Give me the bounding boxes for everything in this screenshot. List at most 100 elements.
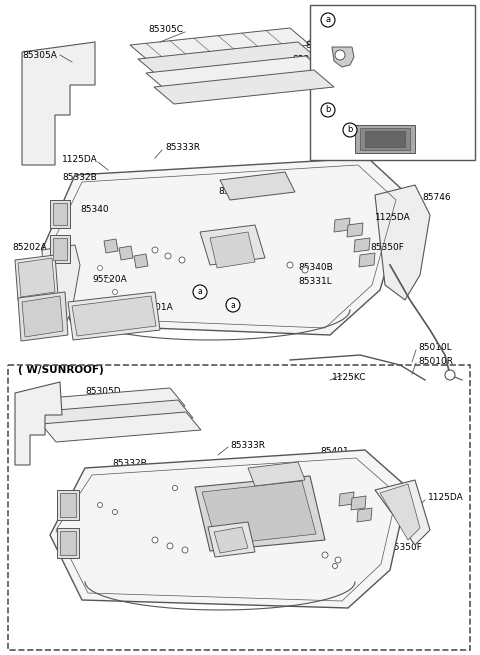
Circle shape xyxy=(343,123,357,137)
Text: 85340B: 85340B xyxy=(298,263,333,272)
Polygon shape xyxy=(375,480,430,545)
Circle shape xyxy=(333,563,337,569)
Polygon shape xyxy=(72,296,156,336)
Text: 85340C: 85340C xyxy=(162,474,197,483)
Circle shape xyxy=(302,267,308,273)
Circle shape xyxy=(226,298,240,312)
Text: 85340C: 85340C xyxy=(218,187,253,196)
Polygon shape xyxy=(220,172,295,200)
Text: 92800V: 92800V xyxy=(345,105,383,115)
Text: 95520A: 95520A xyxy=(92,276,127,284)
Text: 85401: 85401 xyxy=(320,447,348,457)
Polygon shape xyxy=(332,47,354,67)
Polygon shape xyxy=(365,131,405,147)
Text: 85305C: 85305C xyxy=(15,415,50,424)
Text: 1125DA: 1125DA xyxy=(375,214,411,223)
Text: 92807: 92807 xyxy=(18,307,47,316)
Text: 85333R: 85333R xyxy=(230,441,265,449)
Text: 85332B: 85332B xyxy=(62,174,97,183)
Polygon shape xyxy=(214,527,248,553)
Polygon shape xyxy=(354,238,370,252)
Text: a: a xyxy=(198,288,203,297)
Text: a: a xyxy=(325,16,331,24)
Polygon shape xyxy=(42,158,408,335)
Polygon shape xyxy=(310,5,475,160)
Polygon shape xyxy=(41,412,201,442)
Circle shape xyxy=(112,510,118,514)
Polygon shape xyxy=(248,462,305,486)
Text: 85332B: 85332B xyxy=(112,458,147,468)
Polygon shape xyxy=(359,253,375,267)
Polygon shape xyxy=(138,42,318,76)
Circle shape xyxy=(321,13,335,27)
Text: 85201A: 85201A xyxy=(138,303,173,312)
Text: 85305A: 85305A xyxy=(22,50,57,60)
Text: 1125DA: 1125DA xyxy=(62,155,98,164)
Text: 85305D: 85305D xyxy=(72,400,108,409)
Circle shape xyxy=(287,262,293,268)
Circle shape xyxy=(182,547,188,553)
Text: ─ 1229MA: ─ 1229MA xyxy=(354,82,403,92)
Text: 85305D: 85305D xyxy=(85,388,120,396)
Polygon shape xyxy=(50,200,70,228)
Circle shape xyxy=(172,485,178,491)
Polygon shape xyxy=(18,258,55,297)
Polygon shape xyxy=(208,522,255,557)
Polygon shape xyxy=(202,481,316,545)
Polygon shape xyxy=(195,476,325,551)
Polygon shape xyxy=(347,223,363,237)
Polygon shape xyxy=(380,484,420,540)
Polygon shape xyxy=(50,235,70,263)
Text: 85305B: 85305B xyxy=(245,75,280,84)
Polygon shape xyxy=(60,493,76,517)
Polygon shape xyxy=(50,450,408,608)
Text: 85746: 85746 xyxy=(422,193,451,202)
Polygon shape xyxy=(357,508,372,522)
Polygon shape xyxy=(15,382,62,465)
Circle shape xyxy=(167,543,173,549)
Polygon shape xyxy=(119,246,133,260)
Polygon shape xyxy=(22,42,95,165)
Text: 85010L: 85010L xyxy=(418,343,452,352)
Polygon shape xyxy=(57,528,79,558)
Circle shape xyxy=(106,278,110,282)
Polygon shape xyxy=(210,232,255,268)
Polygon shape xyxy=(355,125,415,153)
Circle shape xyxy=(193,285,207,299)
Polygon shape xyxy=(33,400,193,430)
Polygon shape xyxy=(42,245,80,325)
Text: 92830K: 92830K xyxy=(38,261,72,269)
Text: ( W/SUNROOF): ( W/SUNROOF) xyxy=(18,365,104,375)
Circle shape xyxy=(445,370,455,380)
Text: 85202A: 85202A xyxy=(12,244,47,252)
Text: 85350F: 85350F xyxy=(388,544,422,553)
Polygon shape xyxy=(351,496,366,510)
Text: 85350F: 85350F xyxy=(370,244,404,252)
Circle shape xyxy=(322,552,328,558)
Polygon shape xyxy=(68,292,160,340)
Polygon shape xyxy=(22,296,63,337)
Text: 85305D: 85305D xyxy=(316,28,352,37)
Text: 85340: 85340 xyxy=(75,493,104,502)
Text: 1125KC: 1125KC xyxy=(332,373,367,383)
Circle shape xyxy=(97,265,103,271)
Text: 85305C: 85305C xyxy=(148,26,183,35)
Polygon shape xyxy=(57,490,79,520)
Polygon shape xyxy=(130,28,310,62)
Polygon shape xyxy=(334,218,350,232)
Circle shape xyxy=(165,253,171,259)
Text: a: a xyxy=(230,301,235,310)
Text: b: b xyxy=(325,105,331,115)
Polygon shape xyxy=(146,56,326,90)
Polygon shape xyxy=(104,239,118,253)
Circle shape xyxy=(335,557,341,563)
Text: 85331L: 85331L xyxy=(298,278,332,286)
Polygon shape xyxy=(18,292,68,341)
Polygon shape xyxy=(25,388,185,418)
Circle shape xyxy=(321,103,335,117)
Circle shape xyxy=(112,290,118,295)
Polygon shape xyxy=(339,492,354,506)
Text: b: b xyxy=(348,126,353,134)
Polygon shape xyxy=(134,254,148,268)
Text: 1125DA: 1125DA xyxy=(428,493,464,502)
